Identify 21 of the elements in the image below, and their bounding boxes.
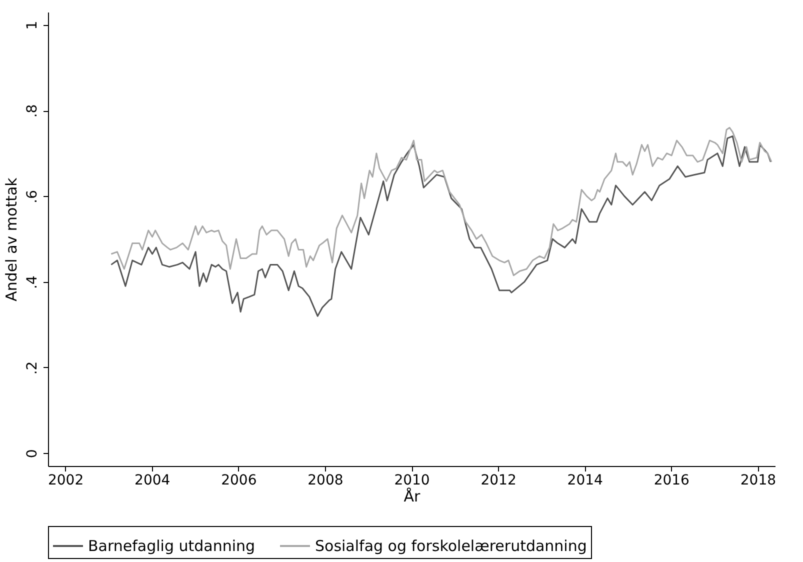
x-tick-label: 2002 xyxy=(48,472,84,488)
y-tick-label: .4 xyxy=(24,276,40,290)
y-axis-title: Andel av mottak xyxy=(2,177,20,302)
x-tick-label: 2006 xyxy=(221,472,257,488)
line-series xyxy=(110,135,772,317)
x-tick-label: 2016 xyxy=(654,472,690,488)
x-tick-label: 2008 xyxy=(308,472,344,488)
x-axis-title: År xyxy=(404,488,422,506)
y-tick-label: 0 xyxy=(24,449,40,458)
x-tick-label: 2012 xyxy=(480,472,516,488)
x-tick-label: 2010 xyxy=(394,472,430,488)
y-tick-label: .8 xyxy=(24,104,40,118)
y-tick-label: .6 xyxy=(24,190,40,204)
y-tick-label: .2 xyxy=(24,361,40,375)
x-tick-label: 2018 xyxy=(740,472,776,488)
legend-label: Sosialfag og forskolelærerutdanning xyxy=(315,537,587,555)
line-series xyxy=(110,126,772,276)
x-tick-label: 2004 xyxy=(134,472,170,488)
y-tick-label: 1 xyxy=(24,20,40,30)
x-tick-label: 2014 xyxy=(567,472,603,488)
legend-label: Barnefaglig utdanning xyxy=(88,537,256,555)
